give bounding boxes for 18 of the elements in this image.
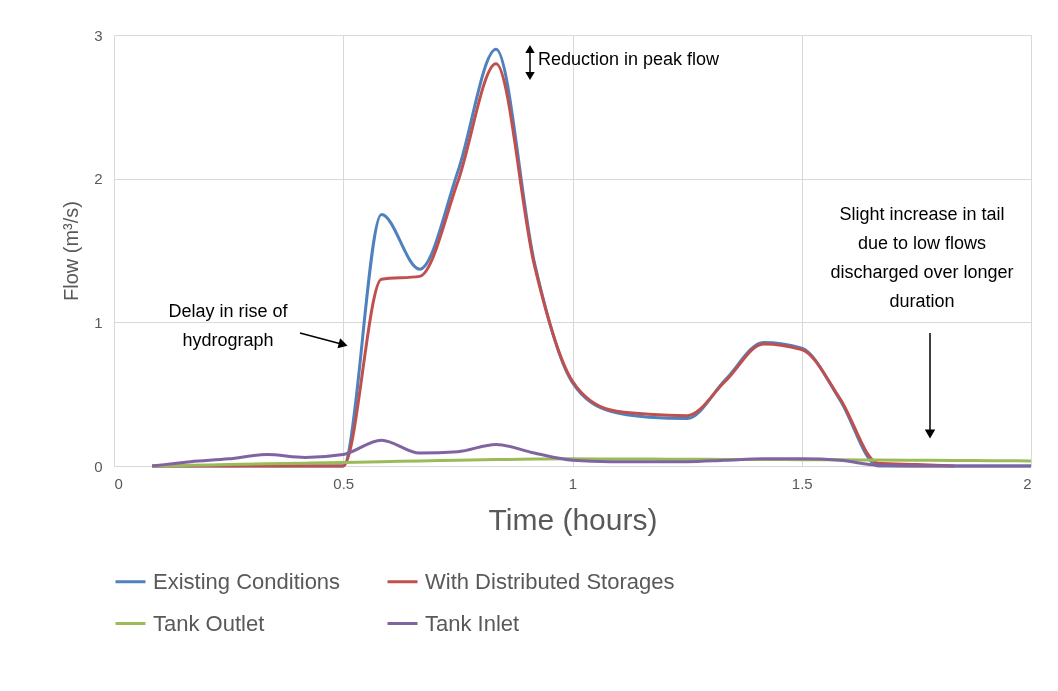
legend-label: With Distributed Storages xyxy=(425,568,675,594)
x-tick-label: 0 xyxy=(114,474,123,492)
x-tick-label: 2 xyxy=(1023,474,1032,492)
y-tick-label: 1 xyxy=(94,313,103,331)
annotation: Slight increase in tail due to low flows discharged over longer duration xyxy=(830,204,1014,311)
y-axis-title: Flow (m³/s) xyxy=(60,201,83,301)
x-tick-label: 1 xyxy=(568,474,578,492)
annotation: Delay in rise of hydrograph xyxy=(168,301,289,350)
x-tick-label: 1.5 xyxy=(791,474,813,492)
legend-label: Tank Inlet xyxy=(425,610,520,636)
legend-label: Existing Conditions xyxy=(153,568,341,594)
x-tick-label: 0.5 xyxy=(333,474,355,492)
x-axis-title: Time (hours) xyxy=(488,502,658,536)
annotation: Reduction in peak flow xyxy=(538,49,721,69)
legend-label: Tank Outlet xyxy=(153,610,265,636)
y-tick-label: 3 xyxy=(94,26,103,44)
y-tick-label: 0 xyxy=(94,457,103,475)
y-tick-label: 2 xyxy=(94,170,103,188)
